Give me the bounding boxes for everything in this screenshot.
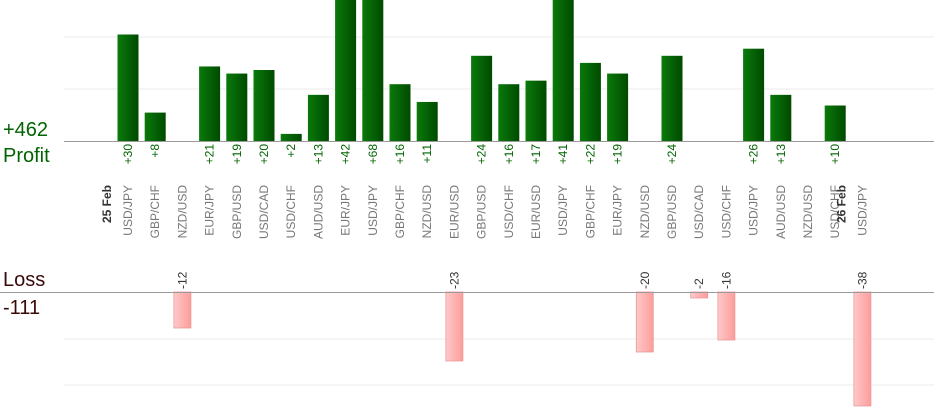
category-label: AUD/USD: [311, 185, 325, 239]
profit-bar: [607, 73, 629, 141]
loss-bar: [853, 291, 872, 407]
date-marker-label: 26 Feb: [834, 185, 848, 223]
profit-bar: [416, 101, 438, 141]
profit-value-label: +20: [257, 144, 271, 165]
category-label: USD/CHF: [828, 185, 842, 238]
category-label: GBP/CHF: [583, 185, 597, 238]
category-label: USD/CHF: [284, 185, 298, 238]
category-label: GBP/CHF: [393, 185, 407, 238]
profit-value-label: +30: [121, 144, 135, 165]
loss-bar: [173, 291, 192, 329]
profit-value-label: +19: [230, 144, 244, 165]
loss-bar: [635, 291, 654, 353]
category-label: NZD/USD: [175, 185, 189, 239]
loss-value-label: -2: [692, 278, 706, 289]
category-label: USD/JPY: [747, 185, 761, 236]
loss-value-label: -23: [447, 271, 461, 289]
loss-total: -111: [3, 297, 41, 319]
loss-bar: [717, 291, 736, 341]
profit-value-label: +17: [529, 144, 543, 165]
category-label: NZD/USD: [801, 185, 815, 239]
category-label: EUR/JPY: [203, 185, 217, 236]
profit-value-label: +13: [774, 144, 788, 165]
profit-bar: [824, 105, 846, 141]
profit-bar: [579, 62, 601, 141]
category-label: AUD/USD: [774, 185, 788, 239]
profit-bar: [280, 133, 302, 141]
profit-value-label: +68: [366, 144, 380, 165]
profit-value-label: +11: [420, 144, 434, 164]
category-label: USD/JPY: [855, 185, 869, 236]
category-label: GBP/USD: [665, 185, 679, 239]
profit-bar: [552, 0, 574, 142]
category-label: GBP/USD: [230, 185, 244, 239]
profit-bar: [335, 0, 357, 142]
profit-value-label: +2: [284, 144, 298, 158]
profit-bar: [362, 0, 384, 141]
profit-total: +462: [3, 119, 49, 141]
profit-bar: [498, 84, 520, 141]
profit-value-label: +22: [583, 144, 597, 165]
loss-value-label: -12: [175, 271, 189, 289]
loss-value-label: -16: [719, 271, 733, 289]
profit-bar: [307, 94, 329, 141]
profit-bar: [471, 55, 493, 141]
profit-bar: [525, 80, 547, 141]
profit-bar: [144, 112, 166, 141]
profit-bar: [226, 73, 248, 141]
category-label: EUR/USD: [529, 185, 543, 239]
profit-value-label: +19: [611, 144, 625, 165]
loss-label: Loss: [3, 269, 46, 291]
profit-bar: [661, 55, 683, 141]
profit-value-label: +16: [393, 144, 407, 165]
category-label: GBP/USD: [475, 185, 489, 239]
category-label: EUR/JPY: [611, 185, 625, 236]
profit-value-label: +13: [311, 144, 325, 165]
category-label: USD/JPY: [366, 185, 380, 236]
category-label: USD/CHF: [719, 185, 733, 238]
profit-bar: [253, 70, 275, 141]
category-label: GBP/CHF: [148, 185, 162, 238]
profit-label: Profit: [3, 145, 50, 167]
profit-bar: [199, 66, 221, 141]
category-label: USD/CHF: [502, 185, 516, 238]
profit-bar: [770, 94, 792, 141]
category-label: USD/CAD: [692, 185, 706, 239]
profit-value-label: +8: [148, 144, 162, 158]
profit-value-label: +10: [828, 144, 842, 165]
loss-value-label: -20: [638, 271, 652, 289]
category-label: EUR/JPY: [339, 185, 353, 236]
category-label: NZD/USD: [420, 185, 434, 239]
profit-value-label: +24: [665, 144, 679, 165]
loss-value-label: -38: [855, 271, 869, 289]
category-label: USD/JPY: [556, 185, 570, 236]
profit-value-label: +41: [556, 144, 570, 165]
profit-value-label: +26: [747, 144, 761, 165]
profit-value-label: +16: [502, 144, 516, 165]
date-marker-label: 25 Feb: [100, 185, 114, 223]
profit-bar: [743, 48, 765, 142]
profit-value-label: +24: [475, 144, 489, 165]
loss-bar: [445, 291, 464, 362]
category-label: EUR/USD: [447, 185, 461, 239]
category-label: USD/CAD: [257, 185, 271, 239]
profit-bar: [117, 34, 139, 141]
profit-value-label: +42: [339, 144, 353, 165]
category-label: NZD/USD: [638, 185, 652, 239]
profit-value-label: +21: [203, 144, 217, 165]
profit-bar: [389, 84, 411, 141]
category-label: USD/JPY: [121, 185, 135, 236]
